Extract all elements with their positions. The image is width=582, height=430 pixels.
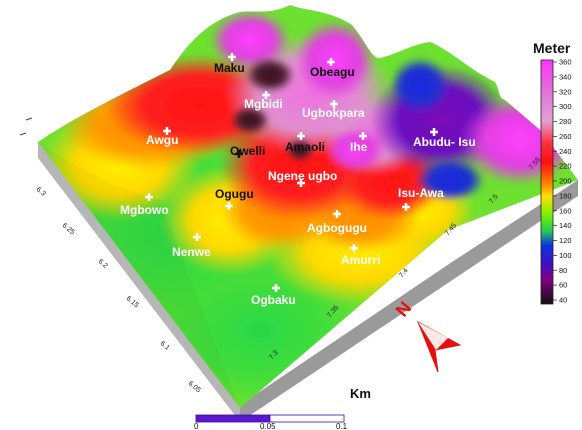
legend-title: Meter — [533, 40, 571, 56]
town-owelli: Owelli — [230, 144, 265, 158]
town-awgu: Awgu — [146, 127, 178, 147]
town-label: Ugbokpara — [302, 106, 365, 120]
left-tick-1: 6.3 — [35, 186, 47, 198]
town-obeagu: Obeagu — [310, 58, 355, 79]
town-ihe: Ihe — [350, 132, 368, 154]
town-label: Ogbaku — [251, 293, 296, 307]
town-label: Amaoli — [285, 140, 325, 154]
town-maku: Maku — [214, 53, 245, 75]
town-label: Obeagu — [310, 65, 355, 79]
town-ngene-ugbo: Ngene ugbo — [268, 169, 337, 187]
legend-tick-label: 360 — [559, 58, 572, 67]
legend-tick-label: 300 — [559, 102, 572, 111]
town-label: Abudu- Isu — [413, 135, 476, 149]
town-mgbowo: Mgbowo — [120, 193, 169, 217]
north-arrow: N — [392, 298, 462, 373]
town-isu-awa: Isu-Awa — [398, 186, 444, 211]
legend-tick-label: 320 — [559, 87, 572, 96]
legend-tick-label: 140 — [559, 221, 572, 230]
legend-tick-label: 100 — [559, 251, 572, 260]
town-ugbokpara: Ugbokpara — [302, 100, 365, 120]
left-tick-3: 6.2 — [97, 258, 109, 270]
legend-tick-label: 260 — [559, 132, 572, 141]
town-label: Ngene ugbo — [268, 169, 337, 183]
town-label: Amurri — [341, 253, 380, 267]
color-legend: Meter 360 340 320 300 280 260 240 220 200 180 160 1… — [533, 40, 572, 305]
town-amurri: Amurri — [341, 244, 380, 267]
legend-tick-label: 280 — [559, 117, 572, 126]
town-label: Owelli — [230, 144, 265, 158]
town-label: Maku — [214, 61, 245, 75]
legend-tick-label: 340 — [559, 72, 572, 81]
scale-label-1: 0.05 — [260, 422, 276, 430]
town-amaoli: Amaoli — [285, 132, 325, 154]
town-label: Nenwe — [172, 245, 211, 259]
left-tick-4: 6.15 — [125, 295, 140, 309]
right-tick-3: 7.4 — [398, 267, 410, 279]
legend-tick-label: 200 — [559, 177, 572, 186]
left-tick-5: 6.1 — [159, 340, 171, 352]
legend-tick-label: 160 — [559, 206, 572, 215]
legend-ticks: 360 340 320 300 280 260 240 220 200 180 160 140 120 1… — [553, 58, 572, 305]
legend-tick-label: 40 — [559, 296, 567, 305]
legend-tick-label: 60 — [559, 281, 567, 290]
town-abudu-isu: Abudu- Isu — [413, 128, 476, 149]
town-agbogugu: Agbogugu — [307, 210, 367, 235]
legend-colorbar — [540, 59, 554, 305]
town-label: Ihe — [350, 140, 368, 154]
legend-tick-label: 180 — [559, 191, 572, 200]
scale-label-0: 0 — [194, 422, 199, 430]
left-tick-6: 6.05 — [187, 380, 202, 394]
town-label: Mgbowo — [120, 203, 169, 217]
town-label: Awgu — [146, 133, 178, 147]
right-tick-1: 7.3 — [268, 349, 280, 361]
town-markers: Maku Obeagu Mgbidi Ugbokpara Awgu Owelli… — [120, 53, 476, 307]
legend-tick-label: 240 — [559, 147, 572, 156]
scale-label-2: 0.1 — [336, 422, 348, 430]
town-nenwe: Nenwe — [172, 233, 211, 259]
left-tick-2: 6.25 — [61, 222, 76, 236]
town-mgbidi: Mgbidi — [244, 91, 283, 111]
km-label: Km — [350, 386, 371, 401]
scale-bar: 0 0.05 0.1 — [194, 414, 348, 430]
town-ogbaku: Ogbaku — [251, 284, 296, 307]
town-label: Isu-Awa — [398, 186, 444, 200]
town-ogugu: Ogugu — [215, 187, 254, 210]
right-tick-5: 7.5 — [488, 193, 500, 205]
town-label: Ogugu — [215, 187, 254, 201]
legend-tick-label: 80 — [559, 266, 567, 275]
legend-tick-label: 120 — [559, 236, 572, 245]
block-walls — [38, 142, 578, 422]
town-label: Agbogugu — [307, 221, 367, 235]
town-label: Mgbidi — [244, 97, 283, 111]
legend-tick-label: 220 — [559, 162, 572, 171]
